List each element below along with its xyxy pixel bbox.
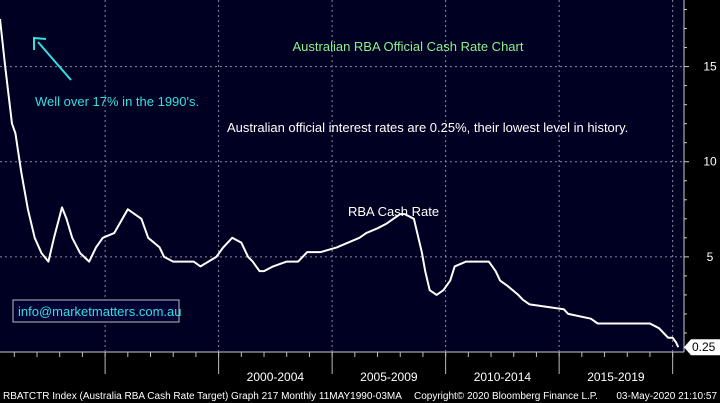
x-tick-label: 2005-2009 [360,370,418,384]
arrow-icon [33,36,72,81]
last-value-tag: 0.25 [684,339,720,356]
y-tick-label: 5 [707,250,714,264]
rate-note: Australian official interest rates are 0… [227,120,628,135]
history-note: Well over 17% in the 1990's. [35,94,199,109]
x-axis-ticks: 2000-2004 2005-2009 2010-2014 2015-2019 [13,352,674,384]
x-tick-label: 2015-2019 [587,370,645,384]
gridlines [0,0,684,352]
chart-title: Australian RBA Official Cash Rate Chart [293,39,524,54]
last-value-label: 0.25 [692,340,716,354]
x-tick-label: 2010-2014 [474,370,532,384]
y-tick-label: 15 [703,60,717,74]
y-axis-area [684,0,720,352]
series-label: RBA Cash Rate [348,204,439,219]
plot-area [0,0,684,352]
x-axis-area [0,352,720,403]
x-tick-label: 2000-2004 [247,370,305,384]
footer-source: RBATCTR Index (Australia RBA Cash Rate T… [3,391,402,402]
footer-copyright: Copyright© 2020 Bloomberg Finance L.P. [414,391,598,402]
footer-timestamp: 03-May-2020 21:10:57 [616,391,717,402]
website-text: info@marketmatters.com.au [18,304,181,319]
y-axis-ticks: 5 10 15 [684,9,717,334]
website-box [12,299,180,323]
series-line-rba-cash-rate [0,18,680,348]
y-tick-label: 10 [703,155,717,169]
